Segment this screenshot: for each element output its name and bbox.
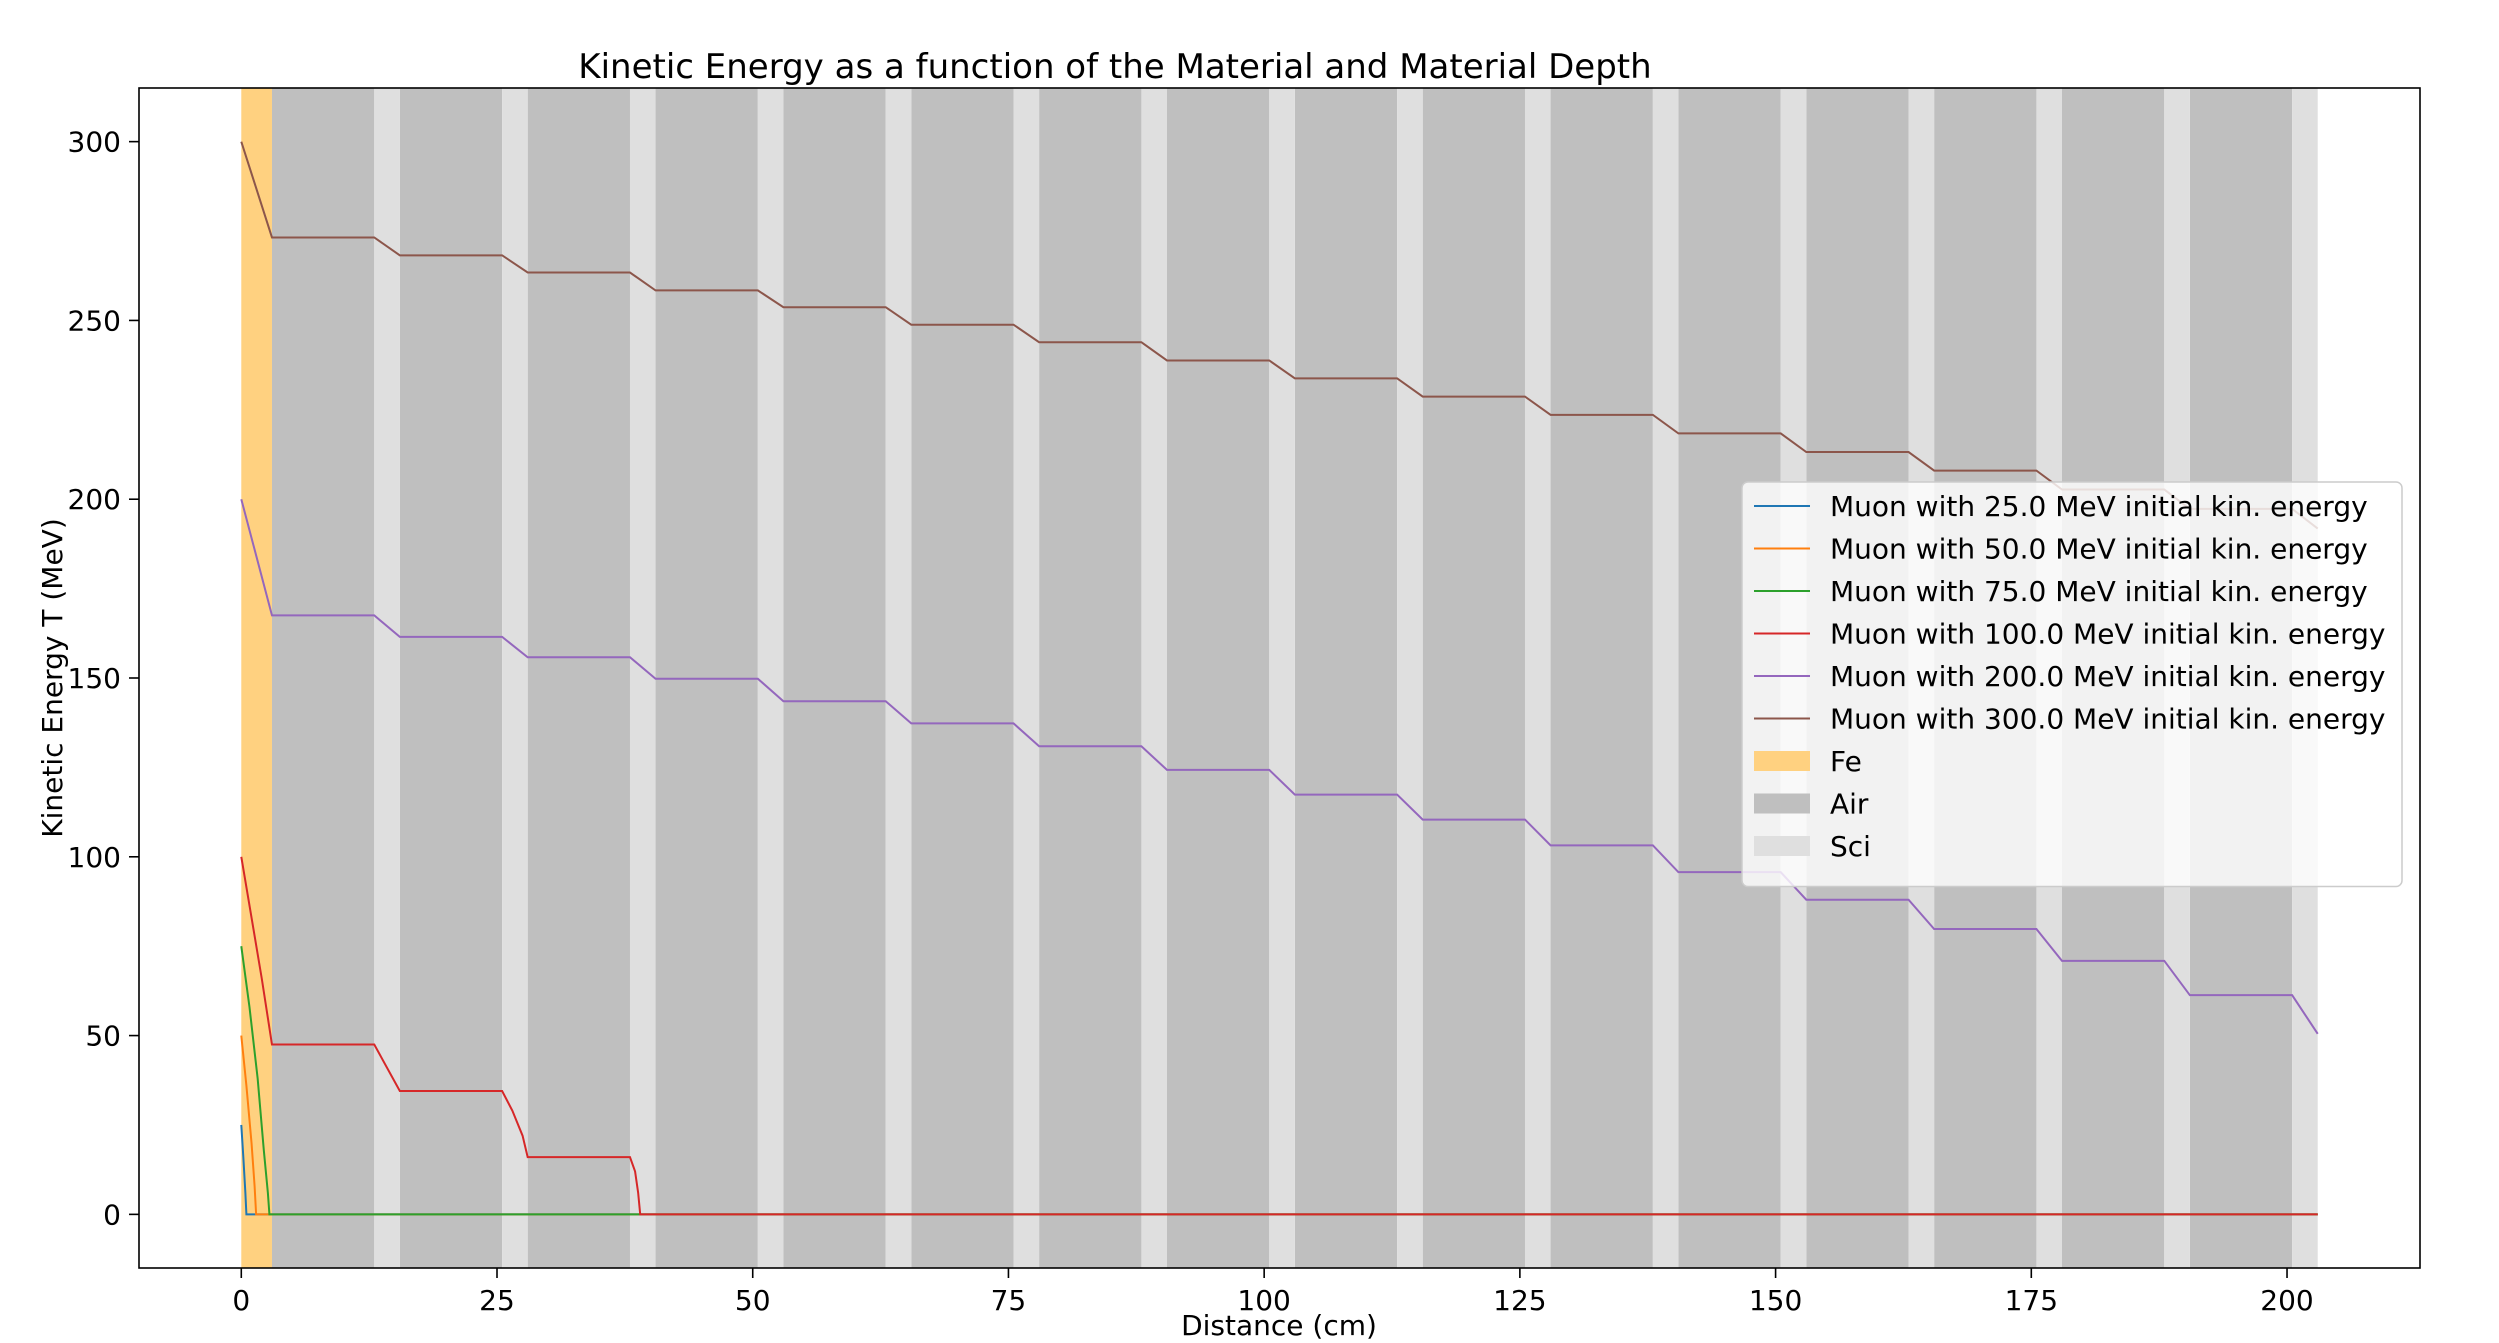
legend-label: Muon with 300.0 MeV initial kin. energy [1830,703,2386,736]
region-sci-3 [757,88,784,1268]
region-air-8 [1294,88,1398,1268]
region-air-10 [1550,88,1653,1268]
region-air-5 [911,88,1014,1268]
region-sci-8 [1397,88,1423,1268]
region-sci-7 [1269,88,1295,1268]
y-tick-label: 100 [68,841,121,874]
x-tick-label: 25 [479,1284,515,1317]
legend-label: Muon with 25.0 MeV initial kin. energy [1830,490,2368,523]
region-sci-2 [629,88,656,1268]
y-axis-ticks: 0 50 100 150 200 250 300 [68,126,139,1231]
x-tick-label: 0 [232,1284,250,1317]
legend-swatch-air [1754,793,1810,814]
legend-box [1741,481,2403,888]
y-tick-label: 0 [103,1198,121,1231]
region-sci-10 [1652,88,1679,1268]
x-tick-label: 125 [1493,1284,1546,1317]
legend-label: Muon with 100.0 MeV initial kin. energy [1830,618,2386,651]
region-sci-4 [885,88,912,1268]
chart-title: Kinetic Energy as a function of the Mate… [578,47,1651,87]
series-line-2 [240,946,2318,1216]
legend-label: Muon with 50.0 MeV initial kin. energy [1830,533,2368,566]
legend-swatch-sci [1754,836,1810,856]
series-lines [240,141,2319,1216]
region-air-1 [399,88,503,1268]
x-tick-label: 50 [735,1284,771,1317]
series-line-5 [240,141,2319,530]
x-tick-label: 75 [991,1284,1027,1317]
x-tick-label: 200 [2260,1284,2313,1317]
region-air-4 [783,88,886,1268]
y-tick-label: 200 [68,483,121,516]
legend-label: Muon with 75.0 MeV initial kin. energy [1830,575,2368,608]
y-tick-label: 50 [85,1020,121,1053]
region-sci-9 [1524,88,1551,1268]
x-axis-label: Distance (cm) [1181,1309,1377,1342]
series-line-3 [240,856,2318,1216]
legend-label: Fe [1830,745,1862,778]
region-air-7 [1166,88,1270,1268]
legend: Muon with 25.0 MeV initial kin. energy Mu… [1741,481,2403,888]
legend-label: Sci [1830,830,1871,863]
region-air-9 [1422,88,1525,1268]
region-sci-6 [1141,88,1167,1268]
y-axis-label: Kinetic Energy T (MeV) [36,518,69,837]
y-tick-label: 250 [68,304,121,337]
y-tick-label: 300 [68,126,121,159]
legend-label: Muon with 200.0 MeV initial kin. energy [1830,660,2386,693]
region-sci-1 [502,88,528,1268]
x-tick-label: 150 [1749,1284,1802,1317]
legend-swatch-fe [1754,751,1810,771]
legend-label: Air [1830,788,1869,821]
region-air-6 [1039,88,1142,1268]
y-tick-label: 150 [68,662,121,695]
region-air-0 [271,88,375,1268]
x-axis-ticks: 0 25 50 75 100 125 150 175 200 [232,1268,2314,1317]
region-sci-0 [374,88,400,1268]
series-line-4 [240,498,2319,1035]
x-tick-label: 100 [1237,1284,1290,1317]
region-sci-5 [1013,88,1040,1268]
region-air-2 [527,88,630,1268]
x-tick-label: 175 [2005,1284,2058,1317]
